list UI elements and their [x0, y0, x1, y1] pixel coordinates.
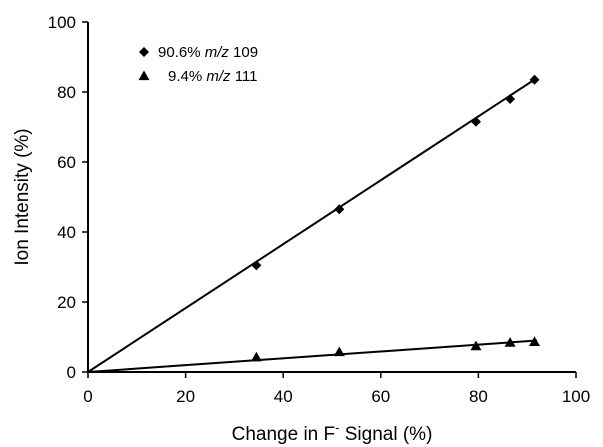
data-point-series-1: [529, 74, 540, 85]
data-point-series-1: [251, 260, 262, 271]
y-tick-label: 100: [48, 13, 76, 32]
markers: [250, 74, 541, 362]
data-point-series-2: [504, 337, 516, 347]
legend: 90.6% m/z 109 9.4% m/z 111: [138, 44, 258, 85]
axis-labels: Change in F- Signal (%) Ion Intensity (%): [12, 128, 432, 445]
x-tick-label: 40: [274, 387, 293, 406]
legend-label-1: 90.6% m/z 109: [158, 44, 258, 61]
data-point-series-2: [529, 336, 541, 347]
y-tick-label: 80: [57, 83, 76, 102]
trendline-1: [87, 77, 538, 373]
data-point-series-1: [470, 116, 481, 127]
data-point-series-2: [333, 346, 345, 357]
axes: [87, 22, 576, 373]
y-tick-label: 60: [57, 153, 76, 172]
x-tick-label: 80: [469, 387, 488, 406]
legend-marker-1: [139, 47, 149, 57]
legend-label-2: 9.4% m/z 111: [168, 68, 258, 85]
y-axis-label: Ion Intensity (%): [12, 128, 33, 265]
data-point-series-1: [334, 204, 345, 215]
ticks: 0 20 40 60 80 100 0 20 40 60 80 100: [48, 13, 591, 406]
data-point-series-1: [505, 94, 516, 104]
x-tick-label: 100: [562, 387, 590, 406]
data-point-series-2: [250, 351, 262, 362]
y-tick-label: 0: [67, 363, 76, 382]
y-tick-label: 20: [57, 293, 76, 312]
legend-marker-2: [138, 70, 150, 81]
data-point-series-2: [470, 340, 482, 351]
y-tick-label: 40: [57, 223, 76, 242]
x-tick-label: 0: [83, 387, 92, 406]
x-tick-label: 60: [371, 387, 390, 406]
x-axis-label: Change in F- Signal (%): [232, 420, 433, 445]
trendlines: [87, 77, 538, 373]
x-tick-label: 20: [176, 387, 195, 406]
trendline-2: [87, 339, 538, 373]
